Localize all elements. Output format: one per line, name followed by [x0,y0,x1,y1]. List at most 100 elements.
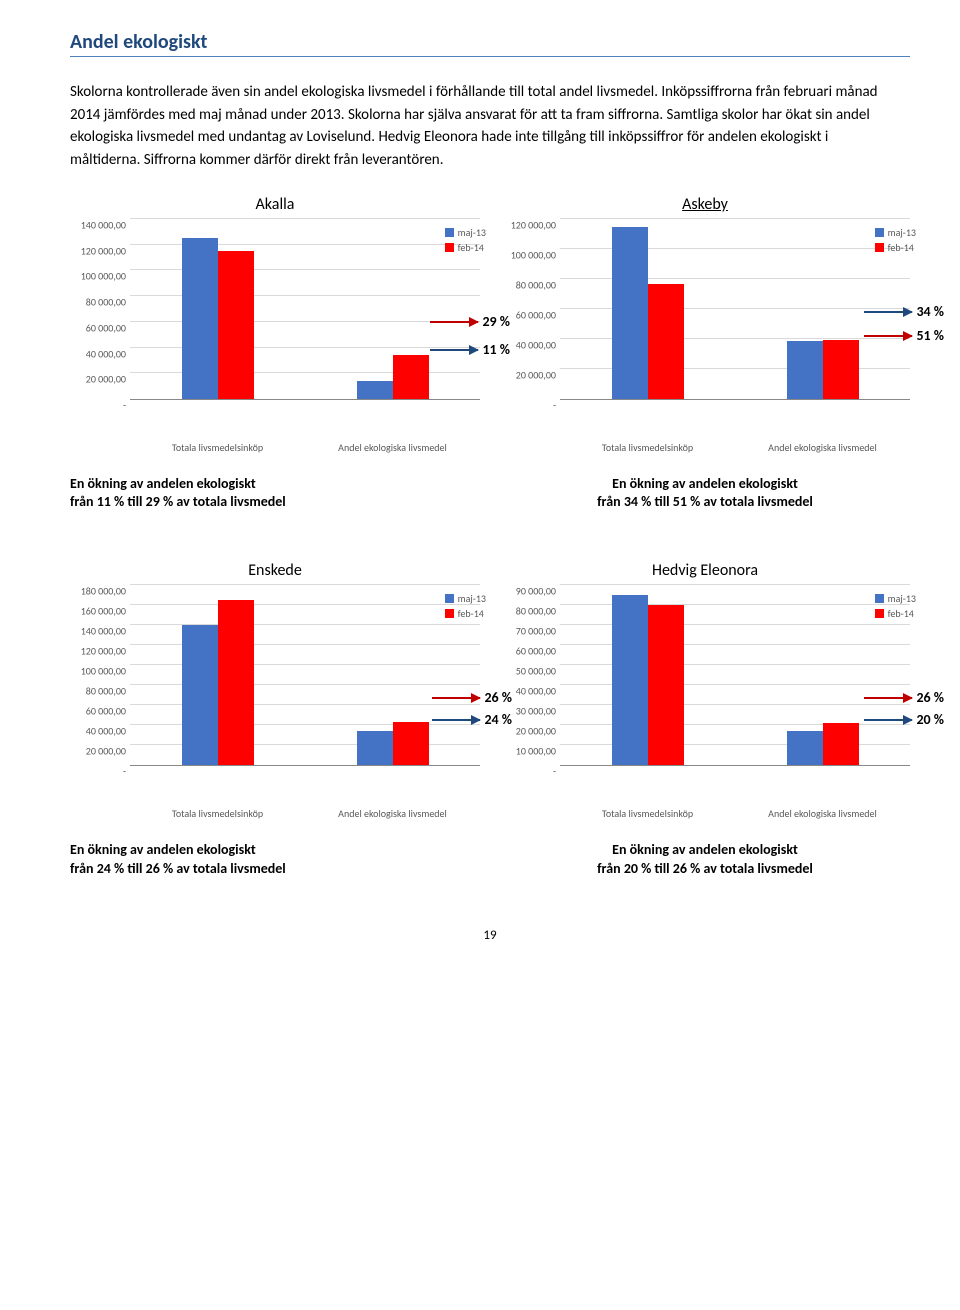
x-label: Andel ekologiska livsmedel [305,442,480,453]
chart-hedvig: Hedvig Eleonora -10 000,0020 000,0030 00… [500,561,910,877]
annotation: 51 % [864,327,944,344]
bar [357,731,393,765]
annotation: 29 % [430,313,510,330]
bar [823,340,859,399]
chart-caption: En ökning av andelen ekologiskt från 34 … [500,475,910,511]
legend-swatch [445,594,454,603]
arrow-icon [864,311,912,313]
legend: maj-13 feb-14 [875,226,916,256]
chart-title: Askeby [500,195,910,214]
x-axis-labels: Totala livsmedelsinköp Andel ekologiska … [130,442,480,453]
bar-group [130,238,305,399]
chart-enskede: Enskede -20 000,0040 000,0060 000,0080 0… [70,561,480,877]
x-label: Totala livsmedelsinköp [130,808,305,819]
x-axis-labels: Totala livsmedelsinköp Andel ekologiska … [560,442,910,453]
x-axis-labels: Totala livsmedelsinköp Andel ekologiska … [130,808,480,819]
chart-akalla: Akalla -20 000,0040 000,0060 000,0080 00… [70,195,480,511]
bar [648,605,684,765]
annotation-text: 20 % [916,711,944,728]
bar [393,722,429,765]
bar [612,227,648,400]
x-label: Andel ekologiska livsmedel [305,808,480,819]
legend-label: feb-14 [458,607,484,620]
annotation-text: 34 % [916,303,944,320]
caption-line: från 34 % till 51 % av totala livsmedel [597,493,813,510]
annotation-text: 26 % [916,689,944,706]
arrow-icon [432,719,480,721]
caption-line: från 11 % till 29 % av totala livsmedel [70,493,286,510]
legend-label: maj-13 [458,592,486,605]
legend-label: maj-13 [888,592,916,605]
chart-title: Enskede [70,561,480,580]
page-number: 19 [70,928,910,943]
caption-line: En ökning av andelen ekologiskt [70,475,256,492]
legend-label: feb-14 [888,607,914,620]
x-label: Andel ekologiska livsmedel [735,808,910,819]
caption-line: En ökning av andelen ekologiskt [612,841,798,858]
bar [648,284,684,400]
arrow-icon [864,719,912,721]
chart-caption: En ökning av andelen ekologiskt från 11 … [70,475,480,511]
legend-swatch [875,228,884,237]
y-axis: -20 000,0040 000,0060 000,0080 000,00100… [70,586,130,766]
y-axis: -20 000,0040 000,0060 000,0080 000,00100… [500,220,560,400]
legend-label: feb-14 [888,241,914,254]
x-axis-labels: Totala livsmedelsinköp Andel ekologiska … [560,808,910,819]
section-title: Andel ekologiskt [70,30,910,57]
bar-group [560,595,735,765]
y-axis: -10 000,0020 000,0030 000,0040 000,0050 … [500,586,560,766]
bar [218,600,254,765]
arrow-icon [432,697,480,699]
legend: maj-13 feb-14 [875,592,916,622]
bar-group [130,600,305,765]
chart-caption: En ökning av andelen ekologiskt från 24 … [70,841,480,877]
x-label: Totala livsmedelsinköp [130,442,305,453]
legend-swatch [445,243,454,252]
bar [357,381,393,399]
chart-row-2: Enskede -20 000,0040 000,0060 000,0080 0… [70,561,910,877]
bar [393,355,429,399]
chart-caption: En ökning av andelen ekologiskt från 20 … [500,841,910,877]
arrow-icon [430,321,478,323]
chart-askeby: Askeby -20 000,0040 000,0060 000,0080 00… [500,195,910,511]
arrow-icon [430,349,478,351]
caption-line: från 24 % till 26 % av totala livsmedel [70,860,286,877]
bar [823,723,859,765]
annotation-text: 51 % [916,327,944,344]
bar [182,238,218,399]
x-label: Andel ekologiska livsmedel [735,442,910,453]
chart-row-1: Akalla -20 000,0040 000,0060 000,0080 00… [70,195,910,511]
legend-swatch [875,243,884,252]
annotation: 20 % [864,711,944,728]
legend-label: feb-14 [458,241,484,254]
bar [787,341,823,400]
legend-swatch [875,594,884,603]
annotation: 11 % [430,341,510,358]
chart-title: Hedvig Eleonora [500,561,910,580]
bar-group [305,355,480,399]
bar-group [560,227,735,400]
bar [182,625,218,765]
legend: maj-13 feb-14 [445,226,486,256]
bar [218,251,254,399]
y-axis: -20 000,0040 000,0060 000,0080 000,00100… [70,220,130,400]
plot-area: maj-13 feb-14 [130,586,480,766]
x-label: Totala livsmedelsinköp [560,808,735,819]
legend: maj-13 feb-14 [445,592,486,622]
legend-swatch [445,228,454,237]
bar-group [305,722,480,765]
legend-label: maj-13 [458,226,486,239]
chart-title: Akalla [70,195,480,214]
x-label: Totala livsmedelsinköp [560,442,735,453]
arrow-icon [864,335,912,337]
plot-area: maj-13 feb-14 [130,220,480,400]
plot-area: maj-13 feb-14 [560,220,910,400]
body-text: Skolorna kontrollerade även sin andel ek… [70,81,890,171]
annotation: 34 % [864,303,944,320]
bar-group [735,723,910,765]
arrow-icon [864,697,912,699]
caption-line: En ökning av andelen ekologiskt [612,475,798,492]
legend-label: maj-13 [888,226,916,239]
annotation: 26 % [864,689,944,706]
caption-line: från 20 % till 26 % av totala livsmedel [597,860,813,877]
